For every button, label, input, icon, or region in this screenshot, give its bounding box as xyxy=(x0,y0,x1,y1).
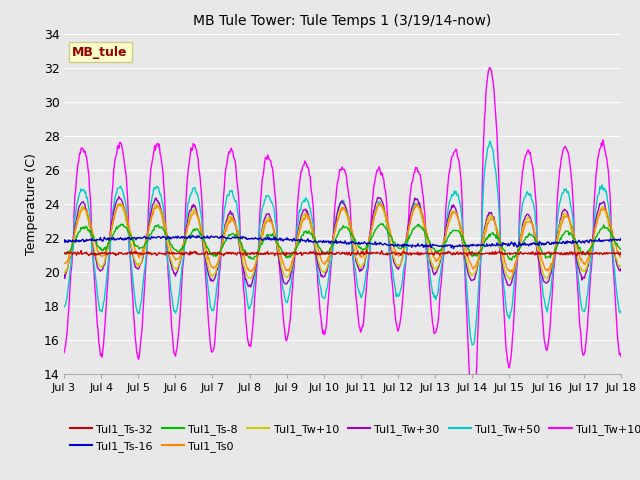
Text: MB_tule: MB_tule xyxy=(72,46,128,59)
Legend: Tul1_Ts-32, Tul1_Ts-16, Tul1_Ts-8, Tul1_Ts0, Tul1_Tw+10, Tul1_Tw+30, Tul1_Tw+50,: Tul1_Ts-32, Tul1_Ts-16, Tul1_Ts-8, Tul1_… xyxy=(70,424,640,452)
Title: MB Tule Tower: Tule Temps 1 (3/19/14-now): MB Tule Tower: Tule Temps 1 (3/19/14-now… xyxy=(193,14,492,28)
Y-axis label: Temperature (C): Temperature (C) xyxy=(26,153,38,255)
